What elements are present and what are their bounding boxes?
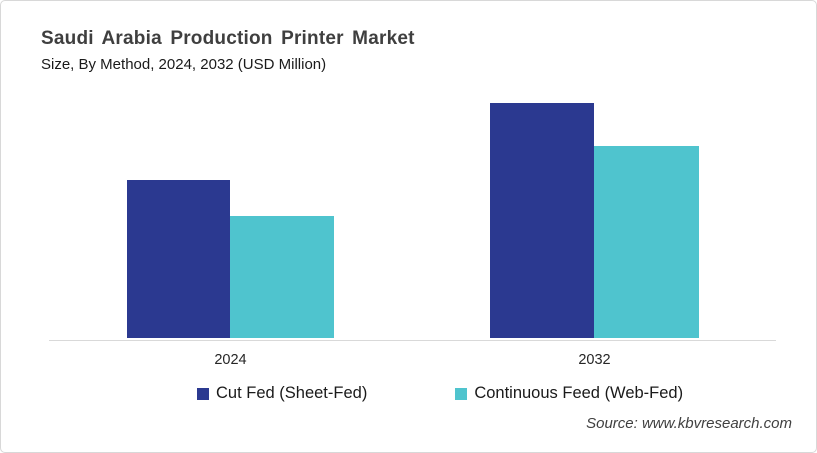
legend-swatch-continuous-feed-icon xyxy=(455,387,468,400)
legend-label-continuous-feed: Continuous Feed (Web-Fed) xyxy=(474,384,684,402)
legend-item-cut-fed: Cut Fed (Sheet-Fed) xyxy=(197,384,367,403)
bar-2024-continuous-feed xyxy=(230,216,334,338)
chart-subtitle: Size, By Method, 2024, 2032 (USD Million… xyxy=(41,56,327,73)
source-attribution: Source: www.kbvresearch.com xyxy=(586,415,792,432)
chart-header: Saudi Arabia Production Printer Market S… xyxy=(41,27,415,74)
legend-item-continuous-feed: Continuous Feed (Web-Fed) xyxy=(455,384,683,403)
legend: Cut Fed (Sheet-Fed) Continuous Feed (Web… xyxy=(197,384,683,403)
bar-2032-cut-fed xyxy=(490,103,594,338)
chart-title: Saudi Arabia Production Printer Market xyxy=(41,28,415,49)
legend-swatch-cut-fed-icon xyxy=(197,387,209,400)
legend-label-cut-fed: Cut Fed (Sheet-Fed) xyxy=(216,384,368,402)
x-axis-line xyxy=(49,340,776,341)
bar-2024-cut-fed xyxy=(127,180,230,338)
bar-2032-continuous-feed xyxy=(594,146,699,338)
x-tick-2024: 2024 xyxy=(214,352,247,368)
x-tick-2032: 2032 xyxy=(578,352,611,368)
